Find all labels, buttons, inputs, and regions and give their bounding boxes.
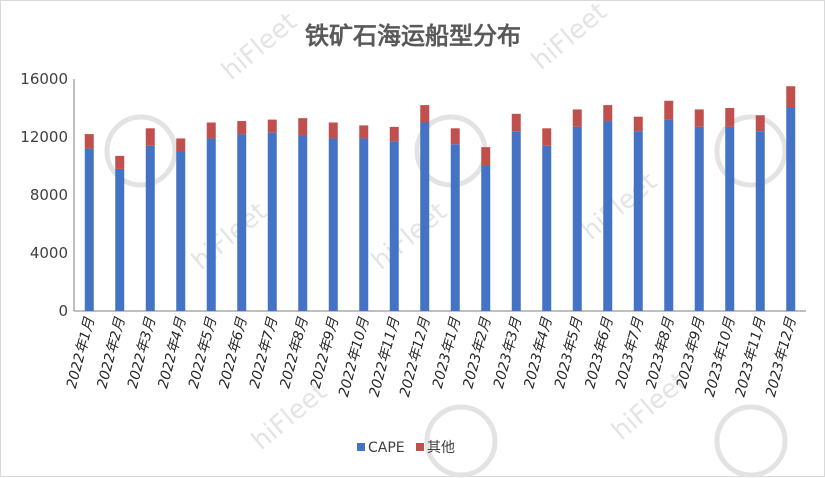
x-tick-label: 2022年6月 [216, 315, 250, 390]
bar-cape [84, 148, 94, 311]
watermark-text: hiFleet [576, 167, 663, 247]
x-tick-label: 2022年8月 [277, 315, 311, 390]
bar-other [725, 108, 735, 127]
x-tick-label: 2023年12月 [763, 315, 800, 399]
x-tick-label: 2023年4月 [521, 315, 555, 390]
x-tick-label: 2022年9月 [308, 315, 342, 390]
bar-other [786, 86, 796, 108]
legend: CAPE 其他 [357, 440, 455, 456]
bar-cape [511, 131, 521, 311]
y-tick-label: 16000 [20, 70, 68, 88]
watermark-seal [714, 114, 788, 188]
watermark-text: hiFleet [366, 197, 453, 277]
bar-cape [633, 131, 643, 311]
bar-other [664, 100, 674, 120]
watermark-seal [714, 404, 788, 478]
bar-other [145, 128, 155, 146]
bar-other [694, 109, 704, 127]
bar-other [542, 128, 552, 146]
bar-cape [237, 134, 247, 311]
bar-other [603, 105, 613, 122]
x-tick-label: 2022年1月 [64, 315, 98, 390]
bar-cape [664, 119, 674, 311]
x-tick-label: 2023年1月 [430, 315, 464, 390]
x-tick-label: 2022年5月 [186, 315, 220, 390]
bar-other [755, 115, 765, 132]
bar-cape [328, 138, 338, 311]
bar-other [115, 155, 125, 169]
bar-cape [267, 132, 277, 311]
bar-cape [176, 151, 186, 311]
x-tick-label: 2023年10月 [702, 315, 739, 399]
x-tick-label: 2022年12月 [397, 315, 434, 399]
bar-cape [420, 122, 430, 311]
bar-cape [572, 126, 582, 311]
watermark-seal [104, 114, 178, 188]
legend-label: CAPE [368, 440, 405, 456]
bar-cape [755, 131, 765, 311]
y-tick-labels: 0 4000 8000 12000 16000 [20, 70, 68, 320]
x-tick-label: 2023年3月 [491, 315, 525, 390]
x-tick-label: 2023年6月 [582, 315, 616, 390]
y-tick-label: 12000 [20, 128, 68, 146]
bar-other [206, 122, 216, 139]
x-tick-label: 2023年9月 [674, 315, 708, 390]
x-tick-label: 2022年7月 [247, 315, 281, 390]
x-tick-label: 2023年7月 [613, 315, 647, 390]
x-tick-label: 2022年4月 [155, 315, 189, 390]
bar-cape [481, 166, 491, 311]
bar-cape [603, 121, 613, 311]
category-labels: 2022年1月2022年2月2022年3月2022年4月2022年5月2022年… [64, 315, 800, 399]
bar-other [481, 147, 491, 166]
x-tick-label: 2022年11月 [367, 315, 404, 399]
watermark-text: hiFleet [526, 1, 613, 76]
y-tick-label: 8000 [30, 186, 68, 204]
bar-other [267, 119, 277, 133]
bar-other [328, 122, 338, 139]
bar-other [237, 121, 247, 135]
legend-label: 其他 [427, 440, 455, 456]
bar-other [359, 125, 369, 139]
x-tick-label: 2023年2月 [460, 315, 494, 390]
bar-other [633, 116, 643, 132]
y-tick-label: 0 [58, 302, 68, 320]
bar-cape [389, 141, 399, 311]
x-tick-label: 2022年10月 [336, 315, 373, 399]
bar-cape [115, 168, 125, 311]
bar-cape [145, 145, 155, 311]
bar-other [176, 138, 186, 152]
bar-cape [206, 138, 216, 311]
chart-title: 铁矿石海运船型分布 [305, 22, 521, 50]
x-tick-label: 2022年2月 [94, 315, 128, 390]
bar-other [84, 134, 94, 149]
bar-other [420, 105, 430, 123]
legend-swatch [416, 443, 424, 451]
watermark-text: hiFleet [216, 7, 303, 87]
bar-other [511, 113, 521, 132]
x-tick-label: 2022年3月 [125, 315, 159, 390]
bar-cape [298, 135, 308, 311]
bar-cape [542, 145, 552, 311]
bar-cape [725, 126, 735, 311]
bar-cape [359, 138, 369, 311]
y-tick-label: 4000 [30, 244, 68, 262]
legend-swatch [357, 443, 365, 451]
x-tick-label: 2023年11月 [733, 315, 770, 399]
bar-other [298, 118, 308, 136]
bar-other [572, 109, 582, 127]
bar-cape [694, 126, 704, 311]
bar-other [450, 128, 460, 145]
bar-other [389, 126, 399, 142]
bars [84, 86, 796, 311]
watermark-seal [424, 404, 498, 478]
bar-cape [786, 108, 796, 311]
x-tick-label: 2023年5月 [552, 315, 586, 390]
watermark-text: hiFleet [186, 197, 273, 277]
bar-cape [450, 144, 460, 311]
